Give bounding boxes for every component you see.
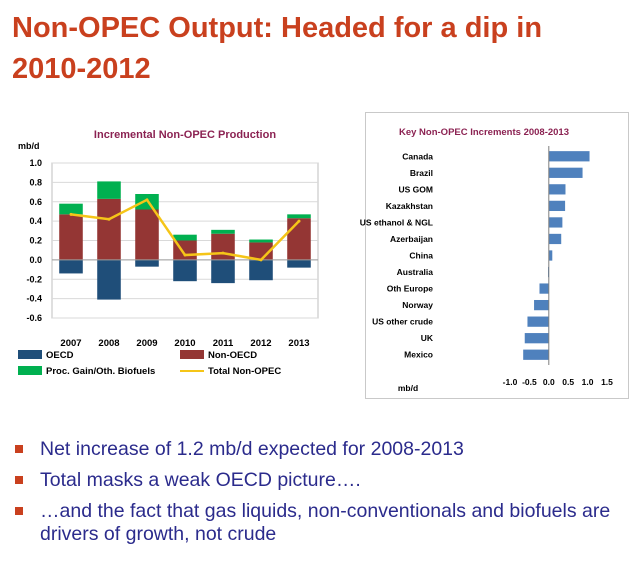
bar bbox=[548, 167, 583, 178]
y-tick-label: 0.0 bbox=[29, 255, 42, 265]
x-tick-label: 2012 bbox=[250, 338, 271, 349]
x-tick-label: 0.5 bbox=[562, 377, 574, 387]
category-label: Norway bbox=[402, 300, 433, 310]
y-tick-label: 0.6 bbox=[29, 197, 42, 207]
bullet-item: …and the fact that gas liquids, non-conv… bbox=[14, 500, 624, 546]
line-point bbox=[259, 258, 263, 262]
x-tick-label: 1.0 bbox=[582, 377, 594, 387]
slide-title-line2: 2010-2012 bbox=[12, 53, 151, 85]
bar-segment bbox=[287, 259, 311, 268]
bar-segment bbox=[211, 233, 235, 260]
bar bbox=[523, 349, 549, 360]
bullet-text: Total masks a weak OECD picture…. bbox=[40, 469, 361, 491]
line-point bbox=[69, 212, 73, 216]
y-tick-label: -0.4 bbox=[26, 294, 42, 304]
x-tick-label: -0.5 bbox=[522, 377, 537, 387]
square-bullet-icon bbox=[14, 475, 26, 487]
line-point bbox=[297, 219, 301, 223]
bar-segment bbox=[287, 218, 311, 260]
bar-segment bbox=[97, 259, 121, 300]
category-label: Kazakhstan bbox=[386, 201, 433, 211]
x-tick-label: -1.0 bbox=[503, 377, 518, 387]
category-label: US GOM bbox=[399, 184, 433, 194]
bar bbox=[548, 233, 562, 245]
bar-segment bbox=[211, 259, 235, 284]
chart-title: Key Non-OPEC Increments 2008-2013 bbox=[399, 127, 569, 138]
y-tick-label: -0.2 bbox=[26, 274, 42, 284]
x-tick-label: 2008 bbox=[98, 338, 119, 349]
line-point bbox=[145, 198, 149, 202]
bar-segment bbox=[249, 239, 273, 243]
slide-title: Non-OPEC Output: Headed for a dip in 201… bbox=[12, 8, 627, 90]
key-increments-chart: Key Non-OPEC Increments 2008-2013 Canada B… bbox=[360, 127, 613, 393]
legend-swatch bbox=[180, 350, 204, 359]
bar bbox=[534, 299, 549, 311]
category-label: US other crude bbox=[372, 317, 433, 327]
increments-chart-frame bbox=[365, 112, 629, 399]
x-tick-label: 1.5 bbox=[601, 377, 613, 387]
line-point bbox=[107, 217, 111, 221]
x-tick-label: 2007 bbox=[60, 338, 81, 349]
category-label: US ethanol & NGL bbox=[360, 217, 433, 227]
bullet-list: Net increase of 1.2 mb/d expected for 20… bbox=[14, 438, 624, 554]
bar bbox=[548, 200, 566, 212]
bar-segment bbox=[173, 234, 197, 241]
chart-title: Incremental Non-OPEC Production bbox=[94, 129, 276, 141]
category-label: Canada bbox=[402, 151, 433, 161]
bar-segment bbox=[59, 203, 83, 215]
line-point bbox=[183, 253, 187, 257]
y-tick-label: 0.8 bbox=[29, 177, 42, 187]
bar bbox=[548, 250, 553, 261]
bar bbox=[539, 283, 549, 294]
bar-segment bbox=[59, 214, 83, 260]
legend-swatch bbox=[18, 366, 42, 375]
category-label: Brazil bbox=[410, 168, 433, 178]
legend-label: Non-OECD bbox=[208, 350, 257, 361]
bar-segment bbox=[135, 209, 159, 260]
legend-swatch bbox=[18, 350, 42, 359]
y-tick-label: 1.0 bbox=[29, 158, 42, 168]
x-tick-label: 2009 bbox=[136, 338, 157, 349]
category-label: Azerbaijan bbox=[390, 234, 433, 244]
legend-label: Proc. Gain/Oth. Biofuels bbox=[46, 366, 155, 377]
bar-segment bbox=[211, 229, 235, 234]
bar bbox=[548, 217, 563, 228]
category-label: UK bbox=[421, 333, 434, 343]
bar bbox=[548, 151, 590, 162]
category-label: Australia bbox=[397, 267, 434, 277]
bullet-text: …and the fact that gas liquids, non-conv… bbox=[40, 500, 611, 545]
line-point bbox=[221, 251, 225, 255]
legend-label: Total Non-OPEC bbox=[208, 366, 281, 377]
legend-label: OECD bbox=[46, 350, 74, 361]
y-unit-label: mb/d bbox=[18, 141, 40, 151]
x-tick-label: 0.0 bbox=[543, 377, 555, 387]
x-axis-unit-label: mb/d bbox=[398, 383, 418, 393]
bullet-item: Net increase of 1.2 mb/d expected for 20… bbox=[14, 438, 624, 461]
bar bbox=[548, 184, 566, 195]
incremental-production-chart: Incremental Non-OPEC Production mb/d 1.0 0.… bbox=[18, 129, 319, 377]
bar-segment bbox=[249, 259, 273, 281]
slide-title-line1: Non-OPEC Output: Headed for a dip in bbox=[12, 12, 543, 44]
y-tick-label: -0.6 bbox=[26, 313, 42, 323]
square-bullet-icon bbox=[14, 506, 26, 518]
square-bullet-icon bbox=[14, 444, 26, 456]
bar bbox=[524, 333, 549, 344]
x-tick-label: 2013 bbox=[288, 338, 309, 349]
bar-segment bbox=[173, 259, 197, 282]
category-label: Mexico bbox=[404, 350, 433, 360]
bar bbox=[527, 316, 549, 327]
x-tick-label: 2011 bbox=[213, 338, 234, 349]
bullet-item: Total masks a weak OECD picture…. bbox=[14, 469, 624, 492]
bar-segment bbox=[287, 214, 311, 219]
category-label: China bbox=[409, 251, 433, 261]
y-tick-label: 0.2 bbox=[29, 236, 42, 246]
x-tick-label: 2010 bbox=[174, 338, 195, 349]
bar-segment bbox=[97, 198, 121, 260]
bar-segment bbox=[97, 181, 121, 199]
bar-segment bbox=[59, 259, 83, 274]
y-tick-label: 0.4 bbox=[29, 216, 42, 226]
bar-segment bbox=[135, 259, 159, 267]
bullet-text: Net increase of 1.2 mb/d expected for 20… bbox=[40, 438, 464, 460]
category-label: Oth Europe bbox=[387, 284, 434, 294]
